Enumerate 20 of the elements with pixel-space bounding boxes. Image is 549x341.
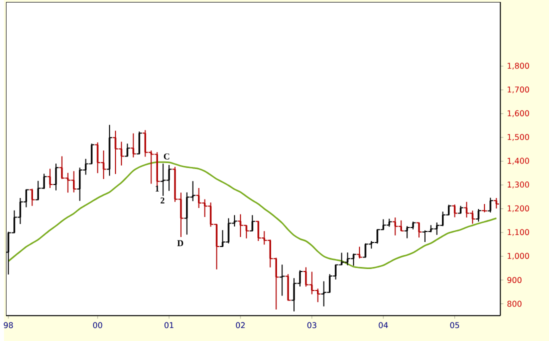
candlestick xyxy=(46,168,54,188)
candlestick xyxy=(493,197,500,209)
annotation: 2 xyxy=(160,197,164,204)
candlestick xyxy=(284,273,292,300)
candlestick xyxy=(487,197,494,213)
candlestick xyxy=(106,124,113,176)
candlestick xyxy=(475,208,482,222)
candlestick xyxy=(416,222,422,238)
candlestick xyxy=(278,264,286,296)
annotation: C xyxy=(164,153,170,160)
candlestick xyxy=(249,214,256,232)
candlestick xyxy=(52,162,60,191)
candlestick xyxy=(136,130,142,154)
candlestick xyxy=(481,203,488,213)
annotation: D xyxy=(177,240,184,246)
candlestick xyxy=(356,246,363,259)
candlestick xyxy=(130,132,137,158)
line-series xyxy=(8,161,498,269)
candlestick xyxy=(28,188,36,206)
annotation: 1 xyxy=(156,185,159,192)
